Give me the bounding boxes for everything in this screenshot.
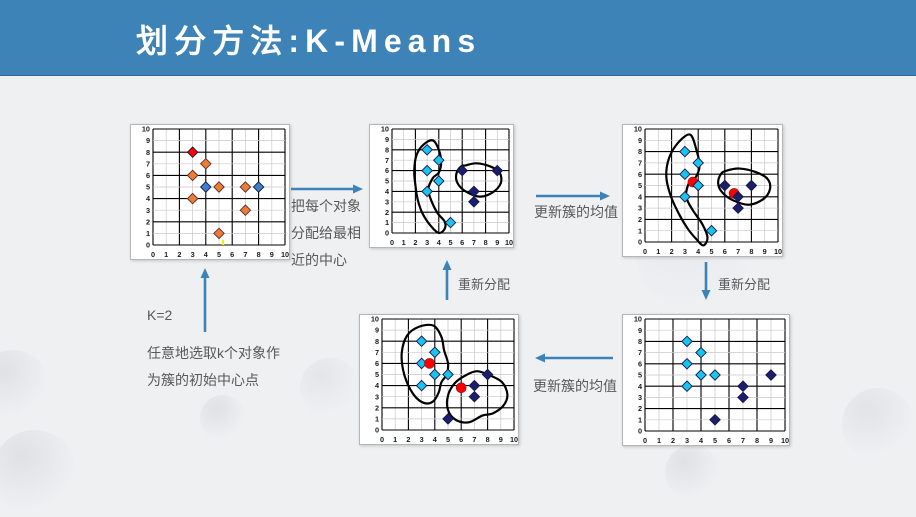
svg-text:2: 2 (375, 403, 379, 412)
svg-text:1: 1 (375, 415, 379, 424)
svg-text:6: 6 (638, 359, 642, 368)
svg-text:9: 9 (495, 238, 499, 247)
svg-text:8: 8 (146, 148, 150, 157)
svg-text:2: 2 (146, 217, 150, 226)
svg-text:0: 0 (151, 250, 155, 259)
svg-text:3: 3 (683, 247, 687, 256)
svg-text:7: 7 (472, 238, 476, 247)
svg-text:6: 6 (230, 250, 234, 259)
svg-text:10: 10 (634, 315, 642, 324)
svg-text:9: 9 (763, 247, 767, 256)
svg-text:2: 2 (671, 436, 675, 445)
svg-text:3: 3 (146, 206, 150, 215)
svg-text:7: 7 (472, 435, 476, 444)
svg-text:1: 1 (656, 247, 660, 256)
svg-text:9: 9 (499, 435, 503, 444)
svg-text:6: 6 (146, 171, 150, 180)
svg-text:5: 5 (448, 238, 452, 247)
svg-text:8: 8 (375, 337, 379, 346)
svg-text:6: 6 (460, 238, 464, 247)
svg-text:3: 3 (375, 392, 379, 401)
svg-text:10: 10 (505, 238, 513, 247)
svg-text:6: 6 (727, 436, 731, 445)
svg-text:7: 7 (638, 348, 642, 357)
svg-text:5: 5 (709, 247, 713, 256)
svg-text:1: 1 (146, 229, 150, 238)
svg-text:3: 3 (685, 436, 689, 445)
svg-text:9: 9 (769, 436, 773, 445)
svg-text:9: 9 (375, 326, 379, 335)
svg-text:5: 5 (146, 183, 150, 192)
svg-text:5: 5 (385, 177, 389, 186)
svg-text:9: 9 (270, 250, 274, 259)
svg-text:10: 10 (634, 125, 642, 134)
svg-text:8: 8 (755, 436, 759, 445)
svg-text:2: 2 (177, 250, 181, 259)
svg-text:5: 5 (446, 435, 450, 444)
svg-text:1: 1 (657, 436, 661, 445)
svg-text:9: 9 (638, 136, 642, 145)
svg-text:10: 10 (510, 435, 518, 444)
svg-text:3: 3 (191, 250, 195, 259)
svg-text:7: 7 (736, 247, 740, 256)
svg-text:0: 0 (146, 241, 150, 250)
svg-text:7: 7 (146, 159, 150, 168)
svg-text:1: 1 (638, 415, 642, 424)
svg-text:8: 8 (638, 147, 642, 156)
svg-text:8: 8 (749, 247, 753, 256)
svg-text:1: 1 (164, 250, 168, 259)
svg-text:6: 6 (459, 435, 463, 444)
svg-text:1: 1 (638, 226, 642, 235)
svg-text:9: 9 (638, 326, 642, 335)
svg-text:6: 6 (375, 359, 379, 368)
svg-text:8: 8 (638, 337, 642, 346)
svg-text:3: 3 (420, 435, 424, 444)
svg-text:2: 2 (406, 435, 410, 444)
svg-text:6: 6 (638, 170, 642, 179)
svg-text:0: 0 (380, 435, 384, 444)
svg-text:7: 7 (375, 348, 379, 357)
svg-text:8: 8 (385, 145, 389, 154)
svg-text:0: 0 (643, 436, 647, 445)
svg-text:1: 1 (393, 435, 397, 444)
svg-text:5: 5 (217, 250, 221, 259)
svg-text:2: 2 (413, 238, 417, 247)
svg-text:9: 9 (385, 135, 389, 144)
svg-text:8: 8 (257, 250, 261, 259)
svg-text:5: 5 (375, 370, 379, 379)
svg-text:8: 8 (484, 238, 488, 247)
svg-text:2: 2 (638, 404, 642, 413)
svg-text:10: 10 (142, 125, 150, 134)
svg-text:9: 9 (146, 136, 150, 145)
svg-text:10: 10 (774, 247, 782, 256)
svg-text:10: 10 (281, 250, 289, 259)
svg-text:7: 7 (638, 159, 642, 168)
svg-text:10: 10 (371, 315, 379, 324)
svg-text:5: 5 (638, 181, 642, 190)
svg-text:2: 2 (670, 247, 674, 256)
svg-text:8: 8 (486, 435, 490, 444)
svg-text:5: 5 (713, 436, 717, 445)
svg-text:10: 10 (381, 125, 389, 134)
svg-text:0: 0 (638, 427, 642, 436)
svg-text:10: 10 (781, 436, 789, 445)
svg-text:0: 0 (638, 238, 642, 247)
svg-text:7: 7 (243, 250, 247, 259)
svg-text:6: 6 (385, 166, 389, 175)
svg-text:0: 0 (643, 247, 647, 256)
svg-text:3: 3 (425, 238, 429, 247)
svg-text:6: 6 (723, 247, 727, 256)
svg-text:7: 7 (741, 436, 745, 445)
svg-text:0: 0 (375, 426, 379, 435)
svg-text:7: 7 (385, 156, 389, 165)
